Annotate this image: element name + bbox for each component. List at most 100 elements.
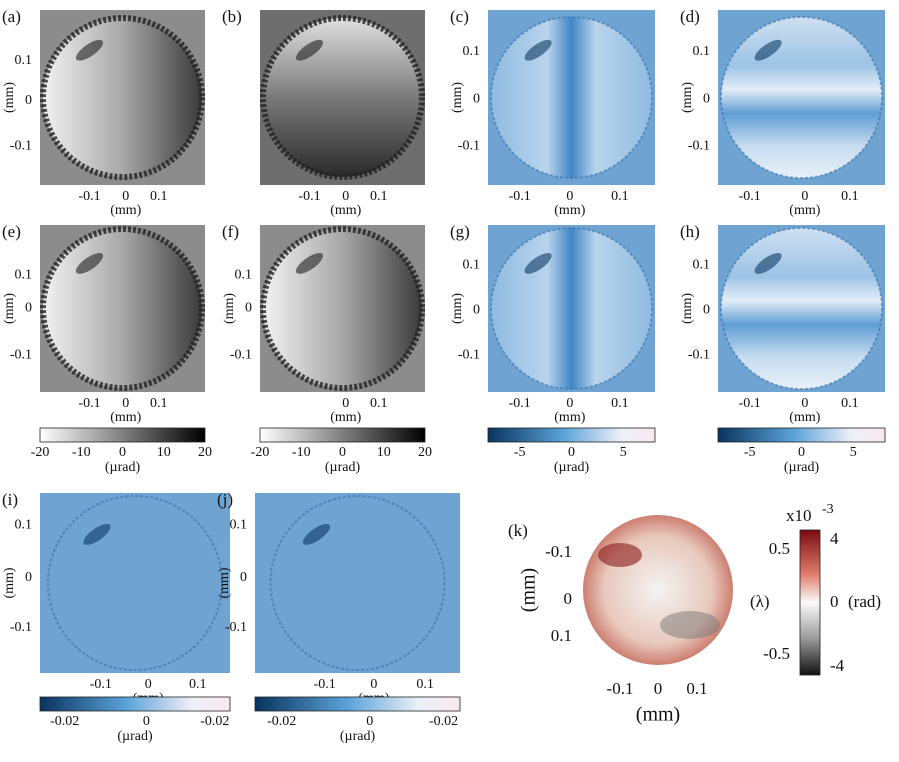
y-tick-label: -0.1: [10, 139, 32, 154]
colorbar-label: (µrad): [117, 729, 153, 744]
x-tick-label: 0.1: [189, 677, 207, 692]
colorbar-tick-label: -10: [72, 445, 91, 460]
colorbar-tick-label: 0: [119, 445, 126, 460]
x-tick-label: 0.1: [370, 189, 388, 204]
x-tick-label: -0.1: [314, 677, 336, 692]
colorbar: [254, 696, 461, 712]
aperture: [720, 227, 883, 390]
x-tick-label: -0.1: [739, 396, 761, 411]
colorbar-label: (µrad): [325, 460, 361, 475]
x-tick-label: 0: [801, 189, 808, 204]
y-tick-label: 0.1: [463, 257, 481, 272]
panel-label: (b): [222, 7, 242, 26]
x-tick-label: -0.1: [78, 396, 100, 411]
y-tick-label: 0.1: [693, 257, 711, 272]
colorbar-label: (µrad): [784, 460, 820, 475]
colorbar-tick-label: 0.5: [769, 539, 790, 558]
y-tick-label: 0.1: [230, 518, 248, 533]
panel-label: (f): [222, 222, 239, 241]
colorbar: [487, 427, 656, 443]
panel-label: (c): [450, 7, 469, 26]
colorbar-tick-label: 0: [366, 714, 373, 729]
colorbar-tick-label: 5: [850, 445, 857, 460]
colorbar-label: (µrad): [340, 729, 376, 744]
panel-label: (a): [2, 7, 21, 26]
y-tick-label: -0.1: [10, 620, 32, 635]
speckle: [295, 252, 324, 274]
colorbar-tick-label: 0: [143, 714, 150, 729]
colorbar: [39, 696, 231, 712]
x-tick-label: -0.1: [607, 679, 634, 698]
x-axis-label: (mm): [636, 704, 680, 726]
colorbar-tick-label: 0: [798, 445, 805, 460]
aperture: [583, 515, 733, 665]
y-tick-label: -0.1: [458, 139, 480, 154]
colorbar-label: (rad): [848, 592, 881, 611]
colorbar: [259, 427, 426, 443]
y-tick-label: 0: [25, 301, 32, 316]
panel-label: (j): [217, 490, 233, 509]
colorbar-tick-label: 4: [830, 529, 839, 548]
panel-label: (i): [2, 490, 18, 509]
y-tick-label: 0.1: [235, 267, 253, 282]
y-tick-label: -0.1: [545, 542, 572, 561]
aperture: [490, 16, 653, 179]
speckle: [754, 39, 782, 61]
speckle: [598, 543, 642, 567]
colorbar-tick-label: -20: [251, 445, 270, 460]
colorbar: [717, 427, 886, 443]
panel-label: (d): [680, 7, 700, 26]
aperture: [40, 15, 205, 180]
x-tick-label: -0.1: [739, 189, 761, 204]
y-tick-label: 0.1: [463, 44, 481, 59]
x-tick-label: 0.1: [611, 189, 629, 204]
y-axis-label: (mm): [222, 293, 237, 324]
x-tick-label: 0: [370, 677, 377, 692]
x-tick-label: 0.1: [686, 679, 707, 698]
y-tick-label: 0.1: [551, 626, 572, 645]
y-axis-label: (mm): [680, 82, 695, 113]
colorbar-tick-label: 0: [830, 592, 839, 611]
panel-label: (g): [450, 222, 470, 241]
y-axis-label: (mm): [680, 293, 695, 324]
colorbar-tick-label: -5: [514, 445, 526, 460]
x-tick-label: -0.1: [90, 677, 112, 692]
aperture: [47, 495, 223, 671]
y-tick-label: 0: [703, 302, 710, 317]
panel-label: (e): [2, 222, 21, 241]
panel-label: (k): [508, 521, 528, 540]
speckle: [75, 252, 104, 274]
speckle: [754, 252, 782, 274]
x-tick-label: 0.1: [611, 396, 629, 411]
x-tick-label: 0: [145, 677, 152, 692]
x-tick-label: 0: [566, 189, 573, 204]
y-tick-label: 0: [240, 570, 247, 585]
x-tick-label: 0.1: [150, 396, 168, 411]
x-tick-label: 0.1: [416, 677, 434, 692]
x-axis-label: (mm): [554, 203, 585, 218]
y-axis-label: (mm): [217, 567, 232, 598]
colorbar-tick-label: 0: [339, 445, 346, 460]
y-tick-label: 0: [473, 91, 480, 106]
aperture: [40, 226, 205, 391]
x-axis-label: (mm): [554, 410, 585, 425]
colorbar-tick-label: 20: [418, 445, 432, 460]
y-tick-label: 0: [564, 589, 573, 608]
y-axis-label: (mm): [2, 293, 17, 324]
y-tick-label: 0: [25, 93, 32, 108]
y-axis-label: (mm): [518, 568, 540, 612]
aperture: [260, 226, 425, 391]
x-axis-label: (mm): [330, 203, 361, 218]
x-tick-label: 0: [122, 396, 129, 411]
x-tick-label: -0.1: [298, 189, 320, 204]
y-axis-label: (mm): [450, 82, 465, 113]
colorbar-label: (µrad): [554, 460, 590, 475]
colorbar-tick-label: 20: [198, 445, 212, 460]
x-tick-label: 0.1: [841, 189, 859, 204]
y-tick-label: -0.1: [225, 620, 247, 635]
speckle: [83, 523, 111, 545]
speckle: [302, 523, 331, 545]
x-tick-label: 0: [654, 679, 663, 698]
speckle: [524, 39, 552, 61]
colorbar: [39, 427, 206, 443]
